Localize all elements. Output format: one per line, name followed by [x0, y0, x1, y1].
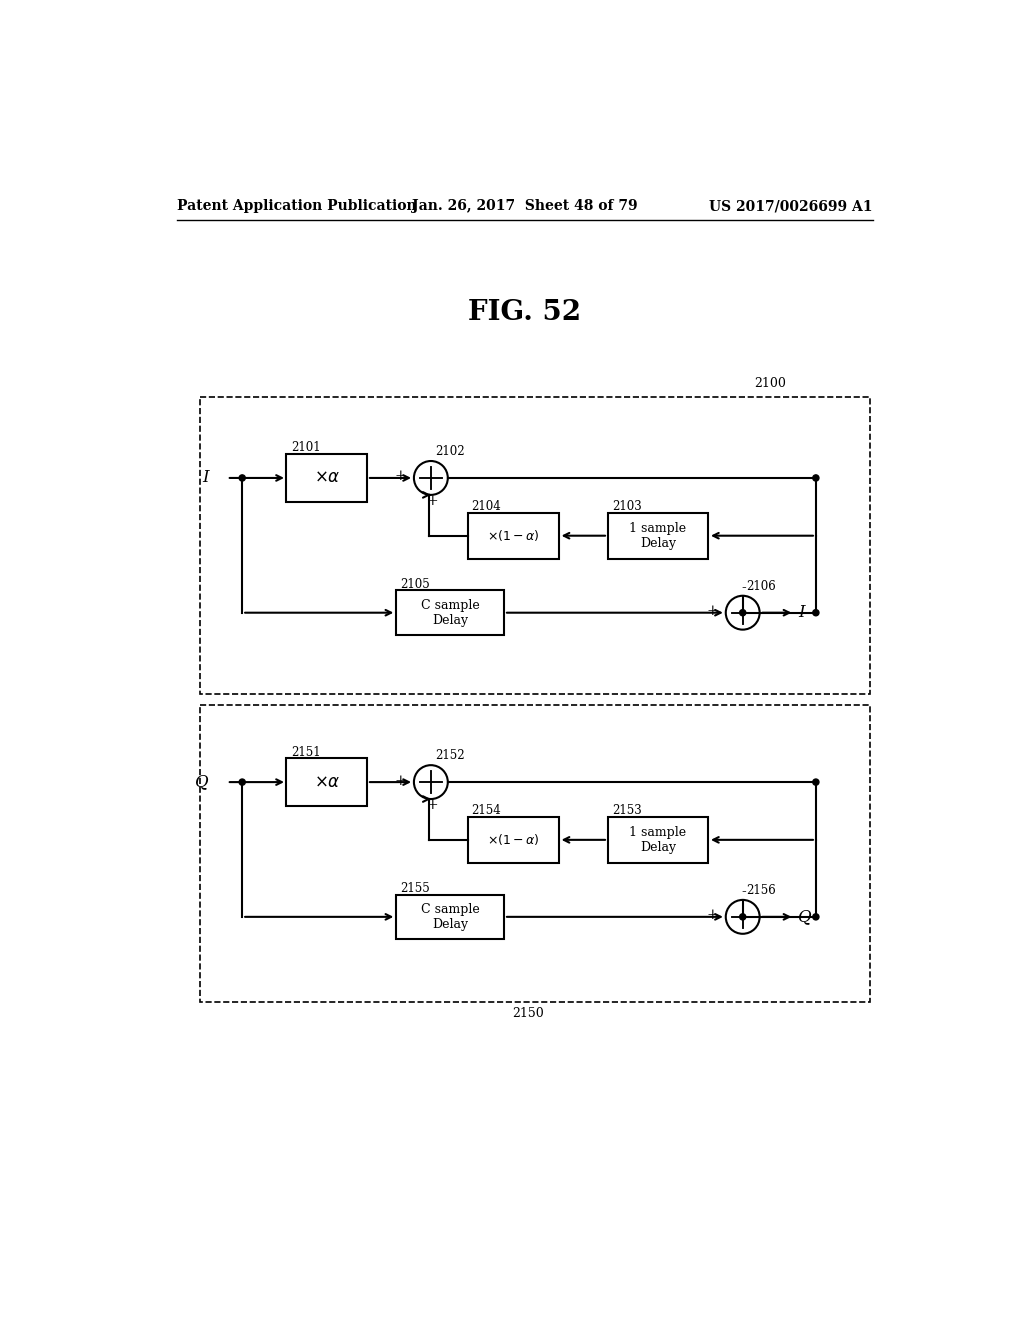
Text: 2156: 2156 — [746, 884, 776, 898]
Text: +: + — [707, 605, 718, 618]
Text: $\times\alpha$: $\times\alpha$ — [313, 470, 340, 487]
Text: FIG. 52: FIG. 52 — [468, 298, 582, 326]
Text: +: + — [394, 774, 407, 788]
Circle shape — [813, 913, 819, 920]
Bar — [468, 817, 559, 863]
Circle shape — [414, 461, 447, 495]
Text: Patent Application Publication: Patent Application Publication — [177, 199, 417, 213]
Text: Q: Q — [196, 774, 209, 791]
Text: C sample
Delay: C sample Delay — [421, 599, 479, 627]
Circle shape — [726, 595, 760, 630]
Circle shape — [240, 475, 246, 480]
Bar — [287, 758, 368, 807]
Text: I: I — [203, 470, 209, 487]
Text: +: + — [427, 799, 438, 812]
Bar — [468, 512, 559, 558]
Text: 2155: 2155 — [400, 882, 430, 895]
Circle shape — [240, 779, 246, 785]
Bar — [200, 705, 869, 1002]
Text: 2152: 2152 — [435, 750, 464, 763]
Circle shape — [739, 913, 745, 920]
Text: 2100: 2100 — [755, 376, 786, 389]
Text: $\times(1-\alpha)$: $\times(1-\alpha)$ — [486, 833, 540, 847]
Text: $\times(1-\alpha)$: $\times(1-\alpha)$ — [486, 528, 540, 544]
Text: 2153: 2153 — [611, 804, 642, 817]
Bar — [287, 454, 368, 502]
Text: C sample
Delay: C sample Delay — [421, 903, 479, 931]
Bar — [608, 512, 708, 558]
Text: 2102: 2102 — [435, 445, 464, 458]
Text: 2101: 2101 — [291, 441, 321, 454]
Text: -: - — [741, 886, 746, 899]
Text: 1 sample
Delay: 1 sample Delay — [630, 826, 686, 854]
Text: 2103: 2103 — [611, 500, 642, 513]
Text: 2151: 2151 — [291, 746, 321, 759]
Bar — [396, 590, 504, 635]
Circle shape — [414, 766, 447, 799]
Text: US 2017/0026699 A1: US 2017/0026699 A1 — [710, 199, 872, 213]
Text: 2106: 2106 — [746, 579, 776, 593]
Text: -: - — [741, 581, 746, 595]
Bar — [608, 817, 708, 863]
Circle shape — [813, 779, 819, 785]
Circle shape — [813, 475, 819, 480]
Circle shape — [726, 900, 760, 933]
Text: $\times\alpha$: $\times\alpha$ — [313, 774, 340, 791]
Text: 2105: 2105 — [400, 578, 430, 591]
Bar — [396, 895, 504, 940]
Text: 1 sample
Delay: 1 sample Delay — [630, 521, 686, 549]
Text: 2150: 2150 — [512, 1007, 544, 1019]
Text: Jan. 26, 2017  Sheet 48 of 79: Jan. 26, 2017 Sheet 48 of 79 — [412, 199, 638, 213]
Circle shape — [813, 610, 819, 615]
Text: +: + — [427, 494, 438, 508]
Bar — [200, 397, 869, 693]
Text: +: + — [707, 908, 718, 923]
Text: 2154: 2154 — [472, 804, 502, 817]
Text: 2104: 2104 — [472, 500, 502, 513]
Text: I: I — [798, 605, 805, 622]
Circle shape — [739, 610, 745, 615]
Text: Q: Q — [798, 908, 812, 925]
Text: +: + — [394, 470, 407, 483]
